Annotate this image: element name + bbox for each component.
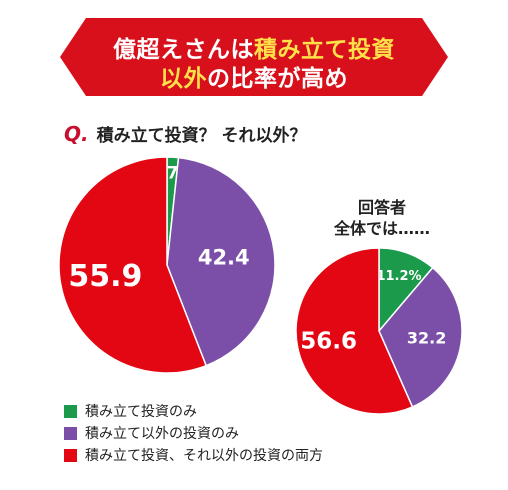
caption-line-2: 全体では…… (333, 219, 430, 238)
legend: 積み立て投資のみ積み立て以外の投資のみ積み立て投資、それ以外の投資の両方 (64, 400, 323, 466)
pie-chart-2: 11.2% 32.2 56.6 (295, 247, 463, 415)
caption-line-1: 回答者 (357, 198, 406, 217)
banner-shape (60, 18, 448, 96)
title-line-2: 以外の比率が高め (60, 59, 448, 93)
legend-item: 積み立て投資のみ (64, 400, 323, 422)
pie-slice-2 (166, 156, 276, 367)
title-line-1-prefix: 億超えさんは (113, 37, 254, 63)
pie-slice-3 (58, 156, 208, 374)
title-line-1: 億超えさんは積み立て投資 (60, 30, 448, 64)
pie-slice-label-2: 42.4 (198, 245, 250, 269)
legend-swatch (64, 426, 77, 440)
question: Q. 積み立て投資？ それ以外？ (64, 121, 307, 146)
legend-label: 積み立て以外の投資のみ (85, 426, 239, 442)
pie-chart-1: 1.7%42.455.9 (58, 156, 276, 374)
title-banner: 億超えさんは積み立て投資 以外の比率が高め (60, 18, 448, 96)
title-line-2-highlight: 以外 (160, 66, 207, 92)
legend-swatch (64, 404, 77, 418)
pie-slice-2 (378, 266, 463, 408)
legend-item: 積み立て以外の投資のみ (64, 422, 323, 444)
legend-label: 積み立て投資、それ以外の投資の両方 (85, 448, 323, 464)
title-line-2-suffix: の比率が高め (207, 66, 348, 92)
legend-swatch (64, 448, 77, 462)
pie-slice-label-2: 32.2 (407, 328, 446, 347)
legend-item: 積み立て投資、それ以外の投資の両方 (64, 444, 323, 466)
pie-slice-label-3: 56.6 (300, 329, 357, 355)
small-chart-caption: 回答者 全体では…… (312, 197, 452, 239)
pie-slice-label-1: 11.2% (376, 269, 421, 284)
legend-label: 積み立て投資のみ (85, 404, 197, 420)
pie-slice-label-3: 55.9 (68, 259, 142, 294)
title-line-1-highlight: 積み立て投資 (254, 37, 395, 63)
pie-slice-3 (295, 247, 414, 415)
question-mark: Q. (64, 122, 89, 146)
question-text: 積み立て投資？ それ以外？ (96, 126, 307, 146)
